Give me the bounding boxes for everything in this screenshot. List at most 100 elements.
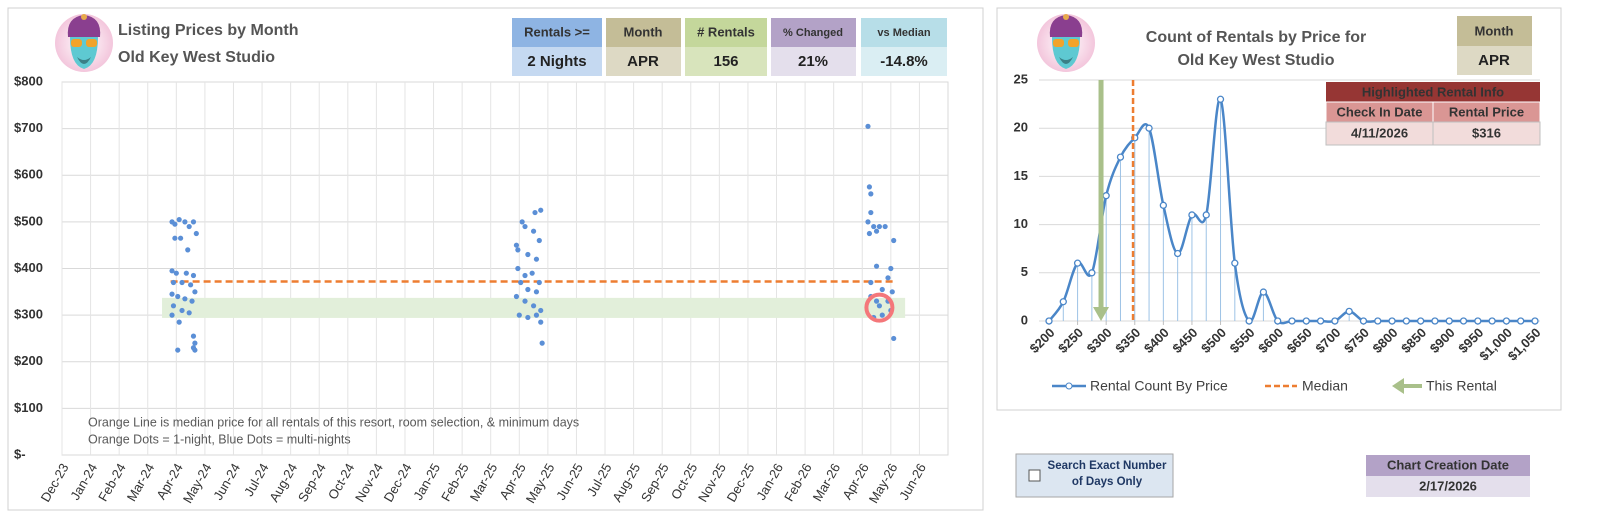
dot xyxy=(518,279,524,286)
dot xyxy=(866,230,873,237)
dot xyxy=(882,223,888,230)
dot xyxy=(539,340,545,346)
dot xyxy=(182,219,188,225)
point xyxy=(1459,317,1468,325)
avatar xyxy=(1037,14,1095,72)
point xyxy=(1202,211,1210,219)
point xyxy=(1402,317,1411,325)
dot xyxy=(536,279,542,286)
dot xyxy=(188,282,194,288)
y-tick-label: $100 xyxy=(14,400,43,415)
dot xyxy=(190,219,197,225)
dot xyxy=(533,256,540,262)
dot xyxy=(190,272,197,279)
dot xyxy=(865,123,871,129)
y-tick-label: 20 xyxy=(1014,120,1028,135)
dot xyxy=(176,319,182,325)
y-tick-label: $600 xyxy=(14,167,43,182)
point xyxy=(1073,259,1082,267)
y-tick-label: 10 xyxy=(1014,216,1028,231)
dot xyxy=(186,310,192,316)
point xyxy=(1374,317,1382,325)
dot xyxy=(515,265,521,272)
dot xyxy=(516,312,522,318)
dot xyxy=(192,347,198,353)
y-tick-label: $- xyxy=(14,446,26,461)
point xyxy=(1531,317,1539,325)
dot xyxy=(891,335,897,342)
dot xyxy=(873,228,880,234)
table-header-cell: Rental Price xyxy=(1449,104,1524,119)
dot xyxy=(876,223,883,230)
point xyxy=(1045,317,1053,325)
annotation: Orange Line is median price for all rent… xyxy=(88,415,579,429)
table-header xyxy=(1326,82,1540,102)
dot xyxy=(192,340,198,346)
chart-title: Count of Rentals by Price for xyxy=(1146,29,1366,46)
box-label: % Changed xyxy=(783,27,843,39)
dot xyxy=(178,235,184,241)
dot xyxy=(522,298,528,304)
checkbox-label[interactable]: Search Exact Number of Days Only xyxy=(1047,460,1167,488)
dot xyxy=(891,237,897,244)
dot xyxy=(885,275,891,281)
point xyxy=(1431,317,1439,325)
table-cell xyxy=(1432,121,1541,146)
box-label: Month xyxy=(1475,23,1514,38)
point xyxy=(1316,317,1325,325)
chart-subtitle: Old Key West Studio xyxy=(1177,52,1334,69)
dot xyxy=(533,289,540,295)
point xyxy=(1116,153,1125,161)
point xyxy=(1345,307,1353,316)
dot xyxy=(169,291,175,297)
point xyxy=(1059,298,1067,306)
box-value: APR xyxy=(627,53,659,70)
point xyxy=(1445,317,1453,325)
point xyxy=(1102,192,1110,200)
table-cell-text: $316 xyxy=(1472,125,1501,140)
dot xyxy=(189,298,195,304)
dot xyxy=(179,307,185,314)
point xyxy=(1173,249,1182,258)
table-cell-text: 4/11/2026 xyxy=(1351,125,1408,140)
point xyxy=(1416,317,1425,325)
dot xyxy=(515,247,521,253)
dot xyxy=(538,319,544,325)
point xyxy=(1488,317,1496,325)
dot xyxy=(185,247,191,253)
date-value: 2/17/2026 xyxy=(1419,478,1477,493)
box-label: # Rentals xyxy=(697,24,755,39)
dot xyxy=(865,219,871,225)
dot xyxy=(519,219,525,225)
point xyxy=(1231,259,1239,267)
table-header-cell: Check In Date xyxy=(1337,104,1423,119)
dot xyxy=(879,312,885,318)
checkbox-control[interactable]: Search Exact Number of Days Only xyxy=(1015,453,1174,498)
box-label: Rentals >= xyxy=(524,24,590,39)
dot xyxy=(525,286,531,293)
chart-title: Listing Prices by Month xyxy=(118,22,298,39)
highlight-point xyxy=(864,292,895,323)
dot xyxy=(522,272,528,279)
dot xyxy=(525,251,531,258)
dot xyxy=(868,191,874,197)
dot xyxy=(170,303,177,309)
dot xyxy=(876,303,883,309)
this-rental-arrow xyxy=(1093,80,1110,321)
dot xyxy=(175,347,181,353)
legend-label: This Rental xyxy=(1426,378,1497,394)
dot xyxy=(873,263,880,269)
dot xyxy=(530,303,537,309)
y-tick-label: 0 xyxy=(1021,312,1028,327)
avatar xyxy=(55,14,113,72)
dot xyxy=(538,207,544,213)
dot xyxy=(192,289,198,295)
point xyxy=(1288,317,1296,325)
dot xyxy=(172,235,178,241)
point xyxy=(1245,317,1253,325)
dot xyxy=(513,242,520,248)
dot xyxy=(183,270,189,276)
dot xyxy=(536,237,542,244)
